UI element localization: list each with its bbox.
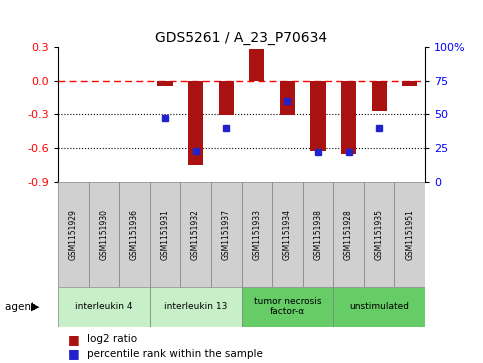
Bar [303, 182, 333, 287]
Bar [58, 287, 150, 327]
Text: interleukin 13: interleukin 13 [164, 302, 227, 311]
Text: tumor necrosis
factor-α: tumor necrosis factor-α [254, 297, 321, 317]
Bar [311, 81, 326, 151]
Bar [211, 182, 242, 287]
Text: GSM1151951: GSM1151951 [405, 209, 414, 260]
Bar [333, 287, 425, 327]
Bar [272, 182, 303, 287]
Bar [249, 49, 265, 81]
Text: interleukin 4: interleukin 4 [75, 302, 133, 311]
Text: unstimulated: unstimulated [349, 302, 409, 311]
Text: GSM1151933: GSM1151933 [252, 209, 261, 260]
Text: GSM1151930: GSM1151930 [99, 209, 108, 260]
Text: GSM1151938: GSM1151938 [313, 209, 323, 260]
Bar [280, 81, 295, 115]
Text: ■: ■ [68, 347, 79, 360]
Bar [180, 182, 211, 287]
Bar [341, 81, 356, 154]
Text: GSM1151936: GSM1151936 [130, 209, 139, 260]
Bar [371, 81, 387, 111]
Text: agent: agent [5, 302, 38, 312]
Text: GSM1151937: GSM1151937 [222, 209, 231, 260]
Bar [219, 81, 234, 115]
Text: GSM1151928: GSM1151928 [344, 209, 353, 260]
Bar [242, 182, 272, 287]
Bar [58, 182, 88, 287]
Bar [333, 182, 364, 287]
Text: GSM1151932: GSM1151932 [191, 209, 200, 260]
Text: GSM1151934: GSM1151934 [283, 209, 292, 260]
Bar [88, 182, 119, 287]
Bar [188, 81, 203, 165]
Text: percentile rank within the sample: percentile rank within the sample [87, 349, 263, 359]
Bar [157, 81, 173, 86]
Text: GSM1151935: GSM1151935 [375, 209, 384, 260]
Text: GSM1151931: GSM1151931 [160, 209, 170, 260]
Bar [150, 287, 242, 327]
Bar [119, 182, 150, 287]
Text: GSM1151929: GSM1151929 [69, 209, 78, 260]
Bar [364, 182, 395, 287]
Text: ▶: ▶ [31, 302, 40, 312]
Bar [150, 182, 180, 287]
Title: GDS5261 / A_23_P70634: GDS5261 / A_23_P70634 [156, 31, 327, 45]
Bar [242, 287, 333, 327]
Bar [402, 81, 417, 86]
Bar [395, 182, 425, 287]
Text: log2 ratio: log2 ratio [87, 334, 137, 344]
Text: ■: ■ [68, 333, 79, 346]
